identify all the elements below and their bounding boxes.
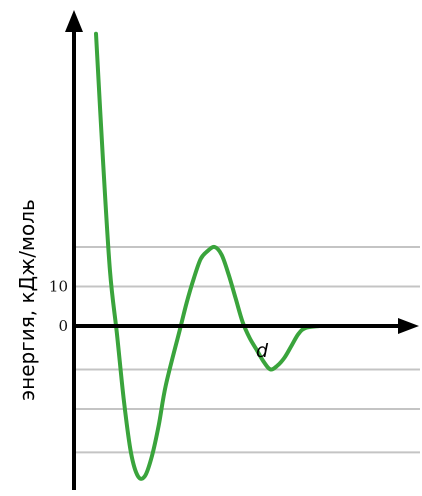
- y-tick-labels: 10 0: [49, 278, 68, 336]
- y-tick-label: 0: [58, 317, 68, 335]
- y-tick-label: 10: [49, 278, 68, 296]
- axes: [65, 10, 419, 490]
- grid-lines: [76, 246, 420, 454]
- y-axis-label: энергия, кДж/моль: [15, 199, 39, 401]
- energy-curve: [94, 31, 322, 481]
- y-axis-arrow: [65, 10, 83, 32]
- x-axis-arrow: [398, 318, 419, 334]
- x-axis-label: d: [256, 340, 269, 362]
